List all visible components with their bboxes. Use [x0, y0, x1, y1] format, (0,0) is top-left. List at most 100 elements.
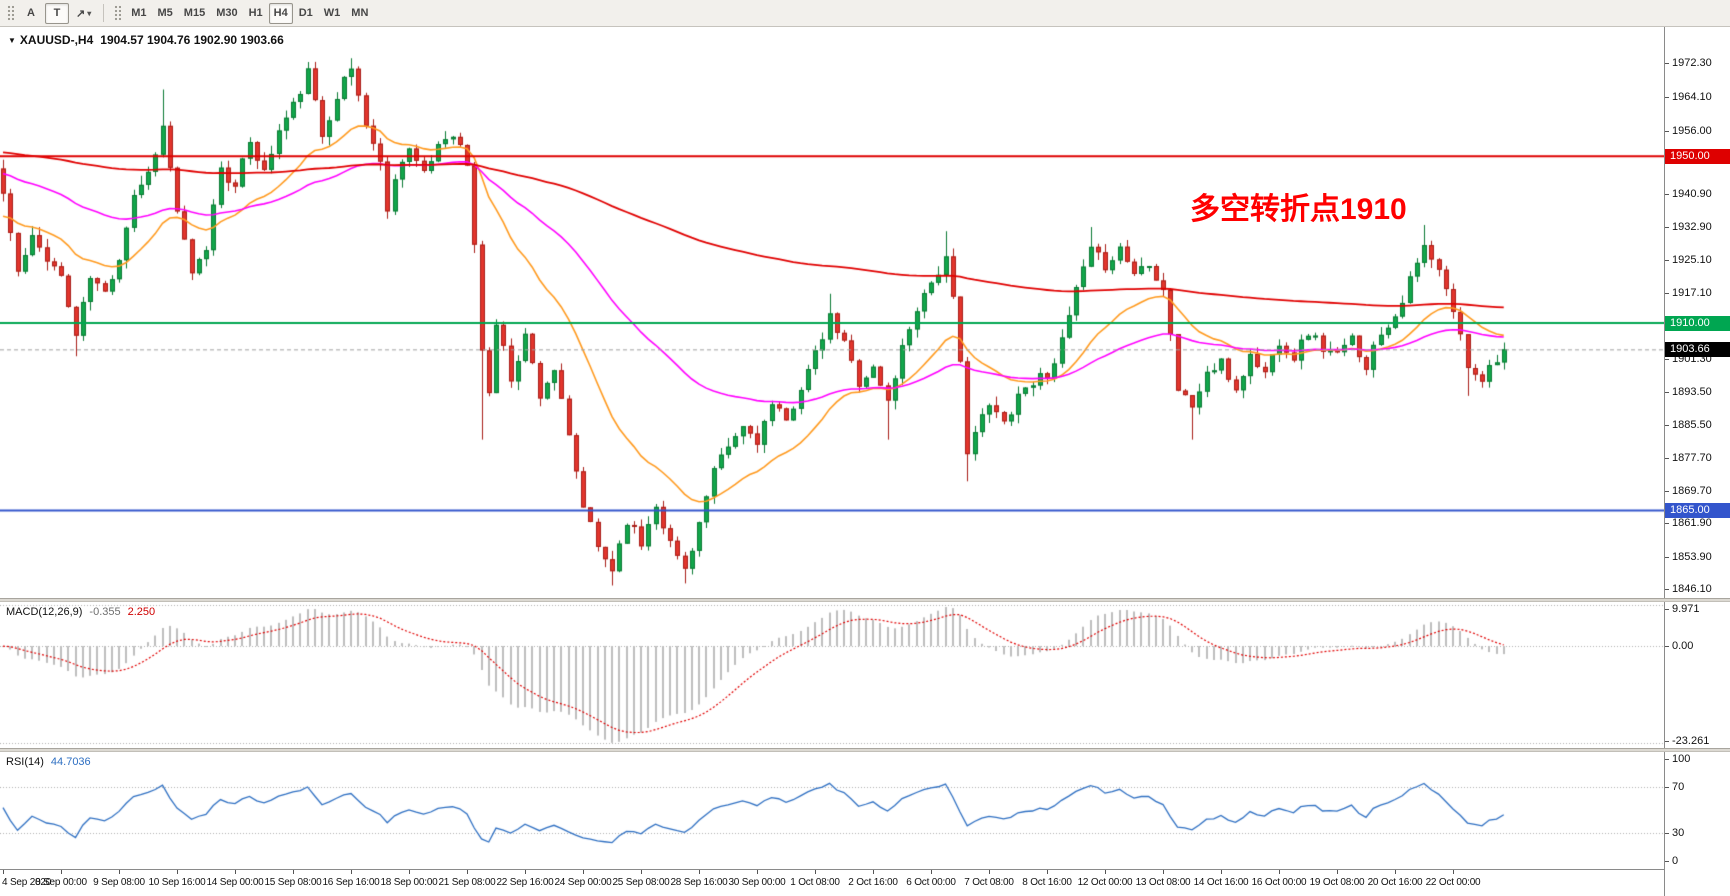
time-axis-label: 14 Sep 00:00 — [206, 877, 264, 888]
time-axis-label: 22 Sep 16:00 — [496, 877, 554, 888]
time-axis-label: 13 Oct 08:00 — [1135, 877, 1191, 888]
axis-tick-mark — [1665, 425, 1669, 427]
axis-tick-mark — [1665, 490, 1669, 492]
time-tick-mark — [1337, 870, 1338, 874]
time-tick-mark — [1105, 870, 1106, 874]
axis-tick-label: 1940.90 — [1672, 188, 1712, 201]
timeframe-button-m5[interactable]: M5 — [157, 7, 173, 19]
axis-tick-label: 9.971 — [1672, 603, 1700, 615]
time-tick-mark — [1279, 870, 1280, 874]
time-axis-label: 9 Sep 08:00 — [93, 877, 145, 888]
time-tick-mark — [235, 870, 236, 874]
hline-price-label: 1910.00 — [1665, 315, 1730, 331]
timeframe-button-m1[interactable]: M1 — [131, 7, 147, 19]
axis-tick-mark — [1665, 227, 1669, 229]
time-tick-mark — [815, 870, 816, 874]
time-tick-mark — [1047, 870, 1048, 874]
time-tick-mark — [1395, 870, 1396, 874]
time-axis-label: 15 Sep 08:00 — [264, 877, 322, 888]
price-axis[interactable]: 1972.30 1964.10 1956.00 1940.90 1932.90 1925.… — [1664, 27, 1730, 896]
axis-tick-label: 1932.90 — [1672, 221, 1712, 234]
axis-tick-mark — [1665, 131, 1669, 133]
axis-tick-label: 1877.70 — [1672, 451, 1712, 464]
axis-tick-label: -23.261 — [1672, 735, 1710, 747]
timeframe-drag-handle[interactable] — [114, 5, 122, 21]
time-tick-mark — [873, 870, 874, 874]
current-price-label: 1903.66 — [1665, 342, 1730, 358]
time-axis-label: 12 Oct 00:00 — [1077, 877, 1133, 888]
time-axis-label: 21 Sep 08:00 — [438, 877, 496, 888]
macd-signal-value: 2.250 — [127, 606, 156, 618]
time-axis-label: 6 Oct 00:00 — [906, 877, 956, 888]
axis-tick-label: 1853.90 — [1672, 550, 1712, 563]
timeframe-button-d1[interactable]: D1 — [298, 7, 313, 19]
label-tool-button[interactable]: T — [45, 2, 69, 24]
annotation-text: 多空转折点1910 — [1190, 193, 1407, 226]
axis-tick-label: 1925.10 — [1672, 253, 1712, 266]
axis-tick-mark — [1665, 523, 1669, 525]
toolbar-drag-handle[interactable] — [7, 5, 14, 21]
timeframe-button-m15[interactable]: M15 — [183, 7, 206, 19]
time-tick-mark — [699, 870, 700, 874]
timeframe-button-h4[interactable]: H4 — [268, 2, 293, 24]
time-axis-label: 28 Sep 16:00 — [670, 877, 728, 888]
timeframe-button-m30[interactable]: M30 — [216, 7, 238, 19]
rsi-name: RSI(14) — [6, 756, 44, 768]
axis-tick-label: 1964.10 — [1672, 91, 1712, 104]
chevron-down-icon: ▾ — [87, 8, 92, 18]
ohlc-values: 1904.57 1904.76 1902.90 1903.66 — [100, 33, 284, 47]
arrow-tool-button[interactable]: ↗ ▾ — [71, 3, 96, 24]
macd-name: MACD(12,26,9) — [6, 606, 83, 618]
toolbar: A T ↗ ▾ M1 M5 M15 M30 H1 H4 D1 W1 MN — [0, 0, 1730, 27]
axis-tick-mark — [1665, 861, 1669, 862]
time-axis-label: 8 Oct 16:00 — [1022, 877, 1072, 888]
axis-tick-label: 1956.00 — [1672, 125, 1712, 138]
axis-tick-label: 100 — [1672, 753, 1691, 765]
time-tick-mark — [61, 870, 62, 874]
time-axis-label: 16 Sep 16:00 — [322, 877, 380, 888]
axis-tick-label: 1869.70 — [1672, 484, 1712, 497]
axis-tick-mark — [1665, 759, 1669, 760]
timeframe-button-h1[interactable]: H1 — [248, 7, 263, 19]
panel-splitter-macd[interactable] — [0, 598, 1730, 602]
time-axis-label: 7 Oct 08:00 — [964, 877, 1014, 888]
axis-tick-label: 0 — [1672, 855, 1679, 867]
symbol-dropdown-icon[interactable]: ▼ — [8, 36, 16, 45]
time-tick-mark — [583, 870, 584, 874]
text-tool-button[interactable]: A — [27, 7, 35, 19]
time-tick-mark — [3, 870, 4, 874]
time-tick-mark — [641, 870, 642, 874]
time-tick-mark — [1163, 870, 1164, 874]
axis-tick-mark — [1665, 359, 1669, 361]
toolbar-separator — [103, 4, 105, 22]
timeframe-button-mn[interactable]: MN — [351, 7, 369, 19]
time-axis-label: 19 Oct 08:00 — [1309, 877, 1365, 888]
macd-main-value: -0.355 — [89, 606, 121, 618]
time-tick-mark — [351, 870, 352, 874]
macd-indicator-label: MACD(12,26,9) -0.355 2.250 — [6, 606, 155, 618]
axis-tick-mark — [1665, 457, 1669, 459]
panel-splitter-rsi[interactable] — [0, 748, 1730, 752]
time-axis-label: 18 Sep 00:00 — [380, 877, 438, 888]
axis-tick-label: 1972.30 — [1672, 57, 1712, 70]
axis-tick-label: 0.00 — [1672, 640, 1694, 653]
time-tick-mark — [525, 870, 526, 874]
axis-tick-mark — [1665, 741, 1669, 742]
axis-tick-label: 70 — [1672, 780, 1685, 793]
time-tick-mark — [293, 870, 294, 874]
time-axis[interactable]: 4 Sep 2020 8 Sep 00:00 9 Sep 08:00 10 Sep 1… — [0, 869, 1664, 896]
axis-tick-mark — [1665, 646, 1669, 648]
axis-tick-mark — [1665, 97, 1669, 99]
time-tick-mark — [409, 870, 410, 874]
hline-price-label: 1865.00 — [1665, 503, 1730, 519]
axis-tick-mark — [1665, 63, 1669, 65]
time-axis-label: 8 Sep 00:00 — [35, 877, 87, 888]
time-axis-label: 16 Oct 00:00 — [1251, 877, 1307, 888]
rsi-indicator-label: RSI(14) 44.7036 — [6, 756, 91, 768]
axis-tick-mark — [1665, 786, 1669, 788]
time-axis-label: 14 Oct 16:00 — [1193, 877, 1249, 888]
timeframe-button-w1[interactable]: W1 — [323, 7, 341, 19]
axis-tick-label: 1861.90 — [1672, 517, 1712, 530]
symbol-timeframe-label: XAUUSD-,H4 — [19, 33, 94, 47]
